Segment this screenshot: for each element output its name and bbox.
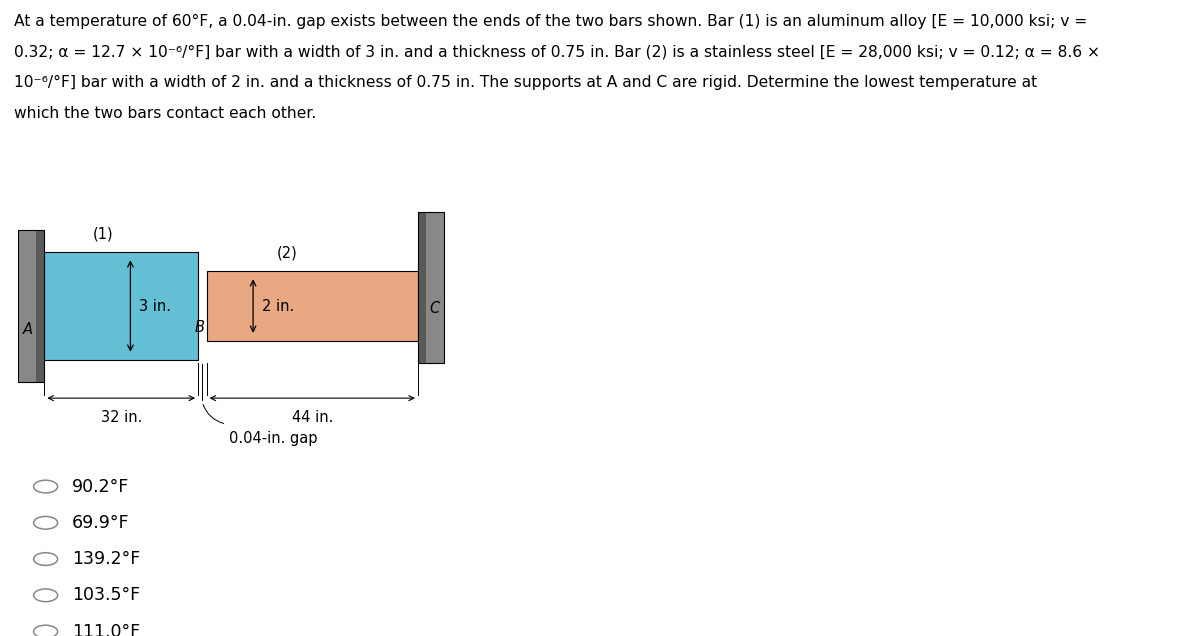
Text: which the two bars contact each other.: which the two bars contact each other.	[14, 106, 317, 121]
Text: 3 in.: 3 in.	[139, 298, 172, 314]
Text: 90.2°F: 90.2°F	[72, 478, 130, 495]
Text: 32 in.: 32 in.	[101, 410, 142, 425]
Bar	[18, 230, 44, 382]
Bar	[36, 230, 44, 382]
Text: 69.9°F: 69.9°F	[72, 514, 130, 532]
Bar	[418, 212, 444, 363]
Bar	[418, 212, 426, 363]
Bar	[206, 270, 418, 342]
Text: 0.04-in. gap: 0.04-in. gap	[229, 431, 317, 446]
Text: 10⁻⁶/°F] bar with a width of 2 in. and a thickness of 0.75 in. The supports at A: 10⁻⁶/°F] bar with a width of 2 in. and a…	[14, 75, 1038, 90]
Bar	[44, 252, 198, 361]
Text: C: C	[430, 301, 439, 316]
Text: 139.2°F: 139.2°F	[72, 550, 140, 568]
Text: 0.32; α = 12.7 × 10⁻⁶/°F] bar with a width of 3 in. and a thickness of 0.75 in. : 0.32; α = 12.7 × 10⁻⁶/°F] bar with a wid…	[14, 45, 1100, 60]
Text: At a temperature of 60°F, a 0.04-in. gap exists between the ends of the two bars: At a temperature of 60°F, a 0.04-in. gap…	[14, 14, 1087, 29]
Text: (1): (1)	[92, 226, 113, 241]
Text: B: B	[194, 320, 205, 335]
Text: 103.5°F: 103.5°F	[72, 586, 140, 604]
Text: 2 in.: 2 in.	[262, 298, 294, 314]
Text: (2): (2)	[276, 245, 298, 260]
Bar	[18, 230, 44, 382]
Text: 111.0°F: 111.0°F	[72, 623, 140, 636]
Text: A: A	[23, 322, 34, 337]
Bar	[418, 212, 444, 363]
Text: 44 in.: 44 in.	[292, 410, 332, 425]
